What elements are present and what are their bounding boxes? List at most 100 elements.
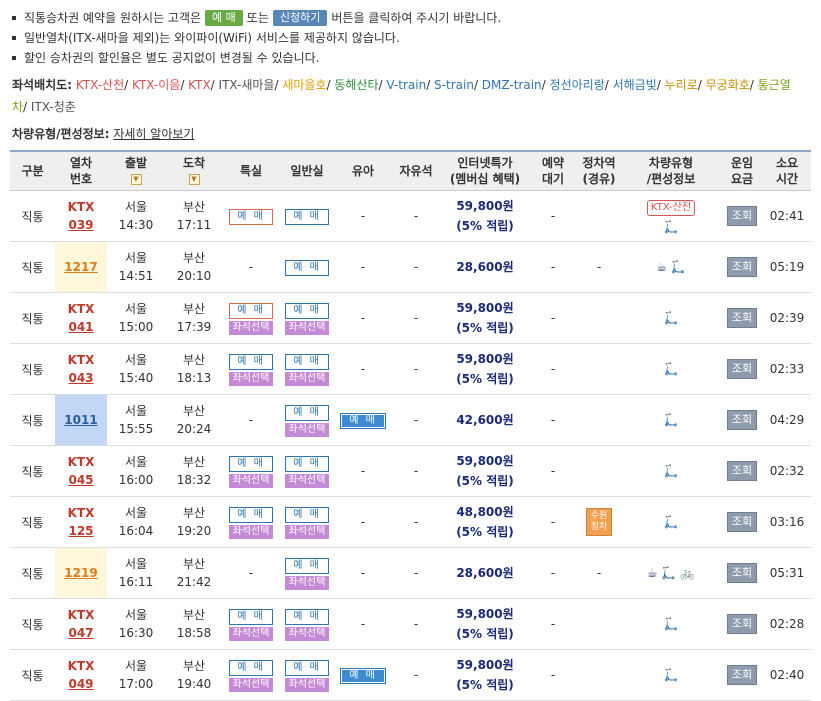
train-number-link[interactable]: 039: [68, 218, 94, 232]
fare-lookup-button[interactable]: 조회: [727, 308, 757, 328]
reserve-button[interactable]: 예 매: [285, 557, 329, 574]
reserve-button[interactable]: 예 매: [229, 353, 273, 370]
seat-layout-link[interactable]: ITX-새마을: [218, 78, 275, 92]
seat-layout-link[interactable]: 동해산타: [334, 78, 379, 92]
reserve-button[interactable]: 예 매: [340, 667, 386, 684]
seat-select-button[interactable]: 좌석선택: [285, 677, 329, 692]
departure-station: 서울: [124, 506, 148, 520]
train-number-link[interactable]: 043: [68, 371, 94, 385]
seat-select-button[interactable]: 좌석선택: [285, 320, 329, 335]
seat-select-button[interactable]: 좌석선택: [285, 524, 329, 539]
reserve-button[interactable]: 예 매: [285, 659, 329, 676]
cell-duration: 03:16: [763, 496, 811, 548]
seat-layout-link[interactable]: ITX-청춘: [30, 100, 76, 114]
cell-train-number: KTX 047: [55, 598, 107, 650]
cell-special: 예 매 좌석선택: [223, 496, 279, 548]
seat-layout-link[interactable]: KTX: [188, 78, 211, 92]
seat-select-button[interactable]: 좌석선택: [229, 320, 273, 335]
seat-layout-link[interactable]: 무궁화호: [705, 78, 750, 92]
fare-lookup-button[interactable]: 조회: [727, 206, 757, 226]
seat-layout-link[interactable]: KTX-이음: [132, 78, 181, 92]
stop-station-button[interactable]: 수원 정차: [586, 508, 612, 536]
vehicle-type-badge[interactable]: KTX-산천: [646, 199, 696, 216]
empty-value: -: [413, 515, 419, 529]
reserve-button[interactable]: 예 매: [285, 608, 329, 625]
header-arrival[interactable]: 도착 ▼: [165, 150, 223, 191]
seat-layout-link[interactable]: 새마을호: [282, 78, 327, 92]
train-number-link[interactable]: 125: [68, 524, 94, 538]
reserve-button[interactable]: 예 매: [285, 455, 329, 472]
reserve-button[interactable]: 예 매: [229, 659, 273, 676]
train-number-link[interactable]: 1011: [64, 413, 98, 427]
cell-infant: -: [335, 343, 391, 395]
train-number-link[interactable]: 047: [68, 626, 94, 640]
seat-layout-link[interactable]: DMZ-train: [481, 78, 542, 92]
reserve-button[interactable]: 예 매: [285, 506, 329, 523]
seat-layout-link[interactable]: 서해금빛: [612, 78, 657, 92]
reserve-button[interactable]: 예 매: [229, 506, 273, 523]
fare-lookup-button[interactable]: 조회: [727, 257, 757, 277]
cell-free: -: [391, 343, 441, 395]
train-number-link[interactable]: 045: [68, 473, 94, 487]
train-number-link[interactable]: 1217: [64, 260, 98, 274]
empty-value: -: [413, 362, 419, 376]
cell-general: 예 매: [279, 190, 335, 242]
cell-stop: [577, 190, 621, 242]
fare-lookup-button[interactable]: 조회: [727, 512, 757, 532]
reserve-button[interactable]: 예 매: [285, 353, 329, 370]
reserve-button[interactable]: 예 매: [229, 608, 273, 625]
reserve-button[interactable]: 예 매: [229, 302, 273, 319]
train-number-link[interactable]: 049: [68, 677, 94, 691]
fare-lookup-button[interactable]: 조회: [727, 614, 757, 634]
departure-station: 서울: [124, 557, 148, 571]
fare-lookup-button[interactable]: 조회: [727, 410, 757, 430]
reserve-button[interactable]: 예 매: [340, 412, 386, 429]
sort-down-icon[interactable]: ▼: [130, 174, 142, 185]
train-number-link[interactable]: 1219: [64, 566, 98, 580]
sort-down-icon[interactable]: ▼: [188, 174, 200, 185]
seat-select-button[interactable]: 좌석선택: [285, 575, 329, 590]
empty-value: -: [550, 362, 556, 376]
separator: /: [749, 78, 758, 92]
vehicle-info-link[interactable]: 자세히 알아보기: [113, 127, 195, 141]
seat-select-button[interactable]: 좌석선택: [229, 677, 273, 692]
reserve-button[interactable]: 예 매: [285, 404, 329, 421]
seat-layout-link[interactable]: V-train: [386, 78, 427, 92]
seat-layout-link[interactable]: 통근열차: [12, 78, 791, 114]
cell-special: 예 매 좌석선택: [223, 292, 279, 344]
reserve-button[interactable]: 예 매: [285, 302, 329, 319]
seat-select-button[interactable]: 좌석선택: [285, 371, 329, 386]
seat-layout-link[interactable]: 누리로: [664, 78, 698, 92]
cell-infant: -: [335, 496, 391, 548]
header-departure[interactable]: 출발 ▼: [107, 150, 165, 191]
cell-infant: 예 매: [335, 649, 391, 701]
seat-select-button[interactable]: 좌석선택: [229, 626, 273, 641]
seat-select-button[interactable]: 좌석선택: [229, 473, 273, 488]
cell-internet-price: 59,800원 (5% 적립): [441, 649, 529, 701]
cell-internet-price: 28,600원: [441, 241, 529, 293]
fare-lookup-button[interactable]: 조회: [727, 359, 757, 379]
separator: /: [378, 78, 387, 92]
seat-select-button[interactable]: 좌석선택: [285, 626, 329, 641]
seat-select-button[interactable]: 좌석선택: [229, 371, 273, 386]
reserve-button[interactable]: 예 매: [285, 259, 329, 276]
seat-select-button[interactable]: 좌석선택: [285, 422, 329, 437]
cell-stop: -: [577, 547, 621, 599]
reserve-button[interactable]: 예 매: [285, 208, 329, 225]
seat-layout-link[interactable]: KTX-산천: [75, 78, 125, 92]
reserve-button[interactable]: 예 매: [229, 455, 273, 472]
seat-select-button[interactable]: 좌석선택: [229, 524, 273, 539]
train-number-link[interactable]: 041: [68, 320, 94, 334]
seat-layout-link[interactable]: S-train: [434, 78, 474, 92]
seat-select-button[interactable]: 좌석선택: [285, 473, 329, 488]
reserve-button[interactable]: 예 매: [229, 208, 273, 225]
fare-lookup-button[interactable]: 조회: [727, 563, 757, 583]
header-internet-price: 인터넷특가 (멤버십 혜택): [441, 150, 529, 191]
header-train-no: 열차 번호: [55, 150, 107, 191]
fare-lookup-button[interactable]: 조회: [727, 461, 757, 481]
separator: /: [697, 78, 706, 92]
table-row: 직통 KTX 041 서울 15:00 부산 17:39 예 매 좌석선택 예 매 좌석선택 - -59…: [10, 292, 811, 344]
seat-layout-link[interactable]: 정선아리랑: [549, 78, 605, 92]
empty-value: -: [360, 464, 366, 478]
fare-lookup-button[interactable]: 조회: [727, 665, 757, 685]
